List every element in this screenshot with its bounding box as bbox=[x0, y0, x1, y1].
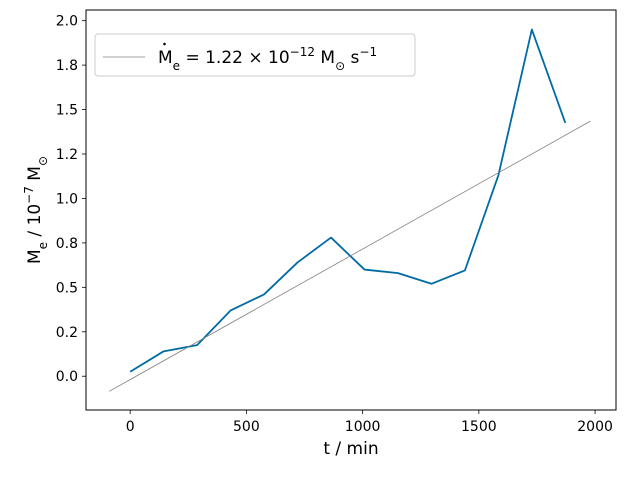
x-axis: 0 500 1000 1500 2000 bbox=[126, 410, 613, 435]
axes-frame bbox=[85, 9, 617, 411]
legend: Me = 1.22 × 10−12 M⊙ s−1 bbox=[94, 33, 416, 77]
y-tick-label: 1.0 bbox=[56, 191, 78, 207]
y-tick-label: 0.5 bbox=[56, 280, 78, 296]
y-tick-label: 0.8 bbox=[56, 236, 78, 252]
x-axis-label: t / min bbox=[323, 439, 378, 459]
y-tick-label: 0.0 bbox=[56, 369, 78, 385]
x-tick-label: 0 bbox=[126, 419, 135, 435]
legend-label-fit-line: Me = 1.22 × 10−12 M⊙ s−1 bbox=[158, 45, 377, 73]
series-line-mass bbox=[129, 28, 567, 373]
y-tick-label: 2.0 bbox=[56, 14, 78, 30]
y-tick-label: 1.5 bbox=[56, 103, 78, 119]
x-tick-label: 1500 bbox=[461, 419, 497, 435]
y-tick-label: 0.2 bbox=[56, 325, 78, 341]
x-tick-label: 1000 bbox=[345, 419, 381, 435]
legend-mdot-marker bbox=[163, 42, 166, 46]
x-tick-label: 500 bbox=[233, 419, 260, 435]
y-tick-label: 1.2 bbox=[56, 147, 78, 163]
plot-area bbox=[109, 28, 591, 392]
y-axis-label: Me / 10−7 M⊙ bbox=[22, 156, 50, 264]
series-lines bbox=[109, 28, 591, 392]
legend-box bbox=[94, 33, 416, 77]
y-tick-label: 1.8 bbox=[56, 58, 78, 74]
x-tick-label: 2000 bbox=[577, 419, 613, 435]
series-line-fit bbox=[109, 120, 591, 392]
y-axis: 0.0 0.2 0.5 0.8 1.0 1.2 1.5 1.8 2.0 bbox=[56, 14, 86, 385]
